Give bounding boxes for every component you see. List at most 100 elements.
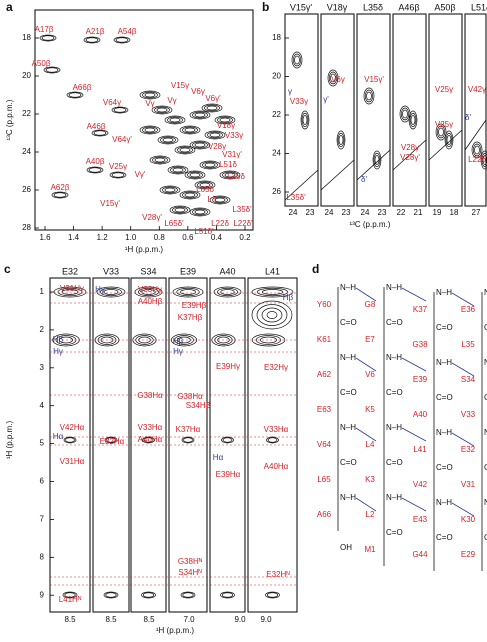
- atom-label: C=O: [340, 388, 357, 397]
- atom-label: C=O: [436, 393, 453, 402]
- residue-label: V42: [413, 480, 428, 489]
- y-tick-label: 18: [272, 33, 281, 42]
- peak-label: V33Hα: [264, 425, 289, 434]
- strip-header: A40: [219, 266, 235, 276]
- residue-label: M1: [364, 545, 376, 554]
- contour: [195, 210, 205, 214]
- contour: [180, 148, 190, 152]
- peak-label: A21β: [86, 27, 105, 36]
- hydrogen-bond: [356, 288, 376, 301]
- residue-label: E29: [461, 550, 476, 559]
- peak-label: V64γ': [112, 135, 132, 144]
- atom-label: C=O: [386, 528, 403, 537]
- contour: [94, 131, 106, 136]
- atom-label: C=O: [386, 318, 403, 327]
- x-tick-label: 22: [397, 208, 406, 217]
- contour: [267, 593, 278, 598]
- residue-label: L4: [366, 440, 375, 449]
- atom-label: C=O: [386, 458, 403, 467]
- contour: [367, 92, 372, 100]
- peak-label: S34Hᴺ: [178, 568, 202, 577]
- residue-label: V31: [461, 480, 476, 489]
- x-tick-label: 0.6: [182, 233, 194, 242]
- peak-label: V33γ: [225, 131, 243, 140]
- y-tick-label: 9: [40, 590, 45, 599]
- hydrogen-bond: [402, 358, 426, 371]
- peak-label: E39Hα: [216, 470, 241, 479]
- peak-label: K37Hβ: [178, 313, 203, 322]
- diagonal: [465, 120, 486, 150]
- residue-label: G8: [365, 300, 376, 309]
- contour: [145, 93, 155, 97]
- y-tick-label: 8: [40, 552, 45, 561]
- contour: [116, 38, 128, 43]
- y-tick-label: 24: [272, 149, 281, 158]
- peak-label: Hα: [213, 453, 224, 462]
- strip-header: V33: [103, 266, 119, 276]
- x-tick-label: 1.0: [125, 233, 137, 242]
- peak-label: V28γ': [142, 213, 162, 222]
- contour: [170, 118, 180, 122]
- x-tick-label: 9.0: [260, 615, 272, 624]
- contour: [89, 168, 101, 173]
- contour: [42, 36, 54, 41]
- contour: [173, 168, 183, 172]
- peak-label: E39Hβ: [182, 301, 207, 310]
- contour: [104, 290, 118, 295]
- contour: [403, 110, 408, 118]
- atom-label: OH: [340, 543, 352, 552]
- atom-label: N–H: [386, 423, 402, 432]
- x-tick-label: 8.5: [143, 615, 155, 624]
- peak-label: E32Hα: [100, 437, 125, 446]
- contour: [215, 198, 225, 202]
- peak-label: E39Hγ: [216, 362, 240, 371]
- peak-label: S34Hβ: [186, 401, 211, 410]
- peak-label: V31γ': [222, 150, 242, 159]
- contour: [139, 337, 151, 343]
- peak-label: Vγ: [145, 99, 154, 108]
- hydrogen-bond: [402, 428, 426, 441]
- strip-frame: [131, 278, 166, 612]
- residue-label: E32: [461, 445, 476, 454]
- contour: [86, 38, 98, 43]
- contour: [69, 93, 81, 98]
- peak-label: V42Hα: [60, 423, 85, 432]
- contour: [175, 208, 185, 212]
- atom-label: C=O: [340, 318, 357, 327]
- peak-label: A40Hα: [138, 435, 163, 444]
- x-tick-label: 23: [306, 208, 315, 217]
- atom-label: N–H: [436, 288, 452, 297]
- strip-frame: [429, 14, 462, 206]
- contour: [66, 438, 75, 443]
- peak-label: Hβ: [53, 335, 64, 344]
- residue-label: E43: [413, 515, 428, 524]
- peak-label: L22δ': [233, 219, 253, 228]
- contour: [195, 113, 205, 117]
- atom-label: N–H: [386, 353, 402, 362]
- strip-header: L41: [265, 266, 280, 276]
- contour: [411, 116, 415, 125]
- atom-label: N–H: [436, 358, 452, 367]
- peak-label: A46β: [87, 122, 106, 131]
- atom-label: N–H: [340, 493, 356, 502]
- peak-label: V33γ: [290, 97, 308, 106]
- y-tick-label: 6: [40, 477, 45, 486]
- peak-label: G38Hᴺ: [178, 557, 203, 566]
- peak-label: V6γ': [205, 94, 221, 103]
- hydrogen-bond: [356, 428, 376, 441]
- x-tick-label: 0.2: [239, 233, 251, 242]
- contour: [221, 290, 235, 295]
- peak-label: L65δ': [164, 219, 184, 228]
- residue-label: K30: [461, 515, 476, 524]
- page: NMR figure { "panel_a": {"letter": "a", …: [0, 0, 487, 637]
- x-tick-label: 1.6: [39, 233, 51, 242]
- residue-label: A40: [413, 410, 428, 419]
- contour: [165, 188, 175, 192]
- contour: [184, 438, 193, 443]
- peak-label: A62β: [51, 183, 70, 192]
- y-tick-label: 2: [40, 325, 45, 334]
- residue-label: L2: [366, 510, 375, 519]
- peak-label: δ': [465, 113, 471, 122]
- hydrogen-bond: [452, 293, 474, 306]
- peak-label: E32Hγ: [264, 363, 288, 372]
